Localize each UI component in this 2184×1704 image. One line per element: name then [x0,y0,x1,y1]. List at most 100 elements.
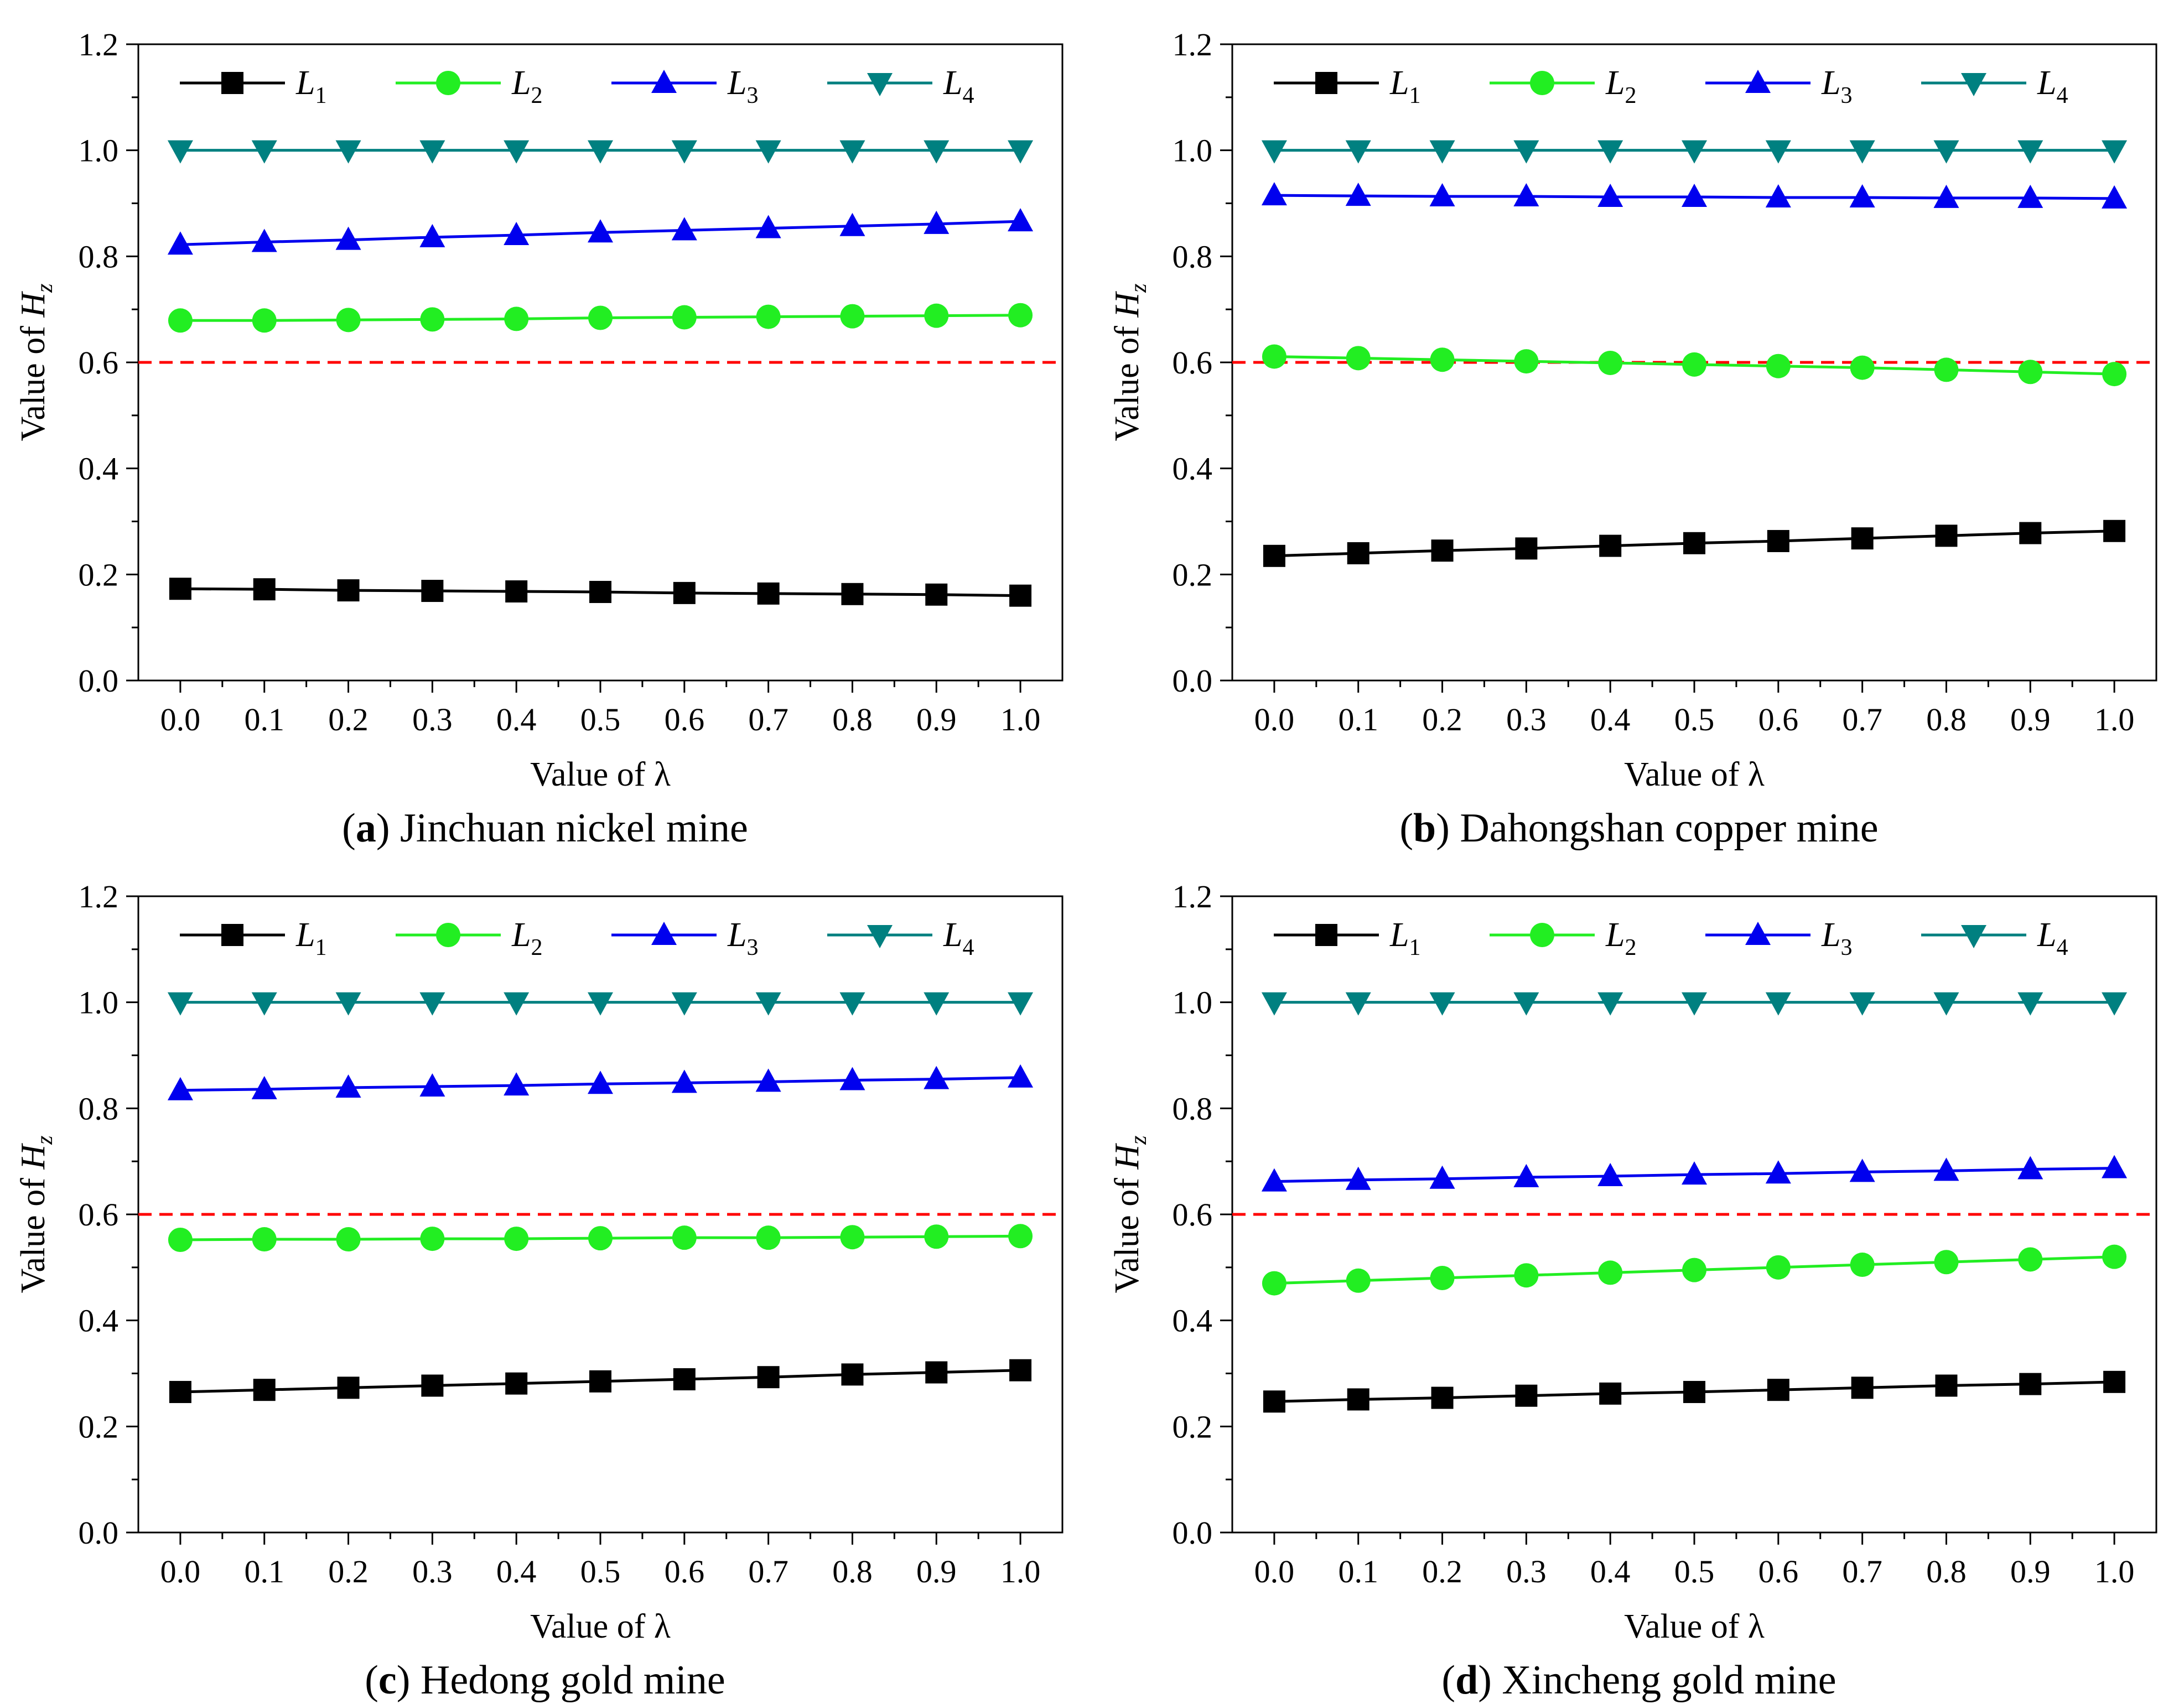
series-l4-point [924,992,950,1016]
triangle-down-icon [867,925,893,948]
series-l4-point [671,140,697,164]
series-l3-point [924,210,950,234]
y-tick-label: 1.0 [79,985,119,1021]
y-tick-label: 0.6 [79,345,119,381]
legend-label-l3: L3 [727,916,758,960]
legend-label-l2: L2 [1605,916,1636,960]
series-l1-point [1431,539,1454,562]
series-l2-point [756,304,781,329]
series-l3-point [167,1077,193,1100]
y-tick-label: 0.6 [1173,1197,1213,1233]
series-l3-point [1765,1160,1791,1184]
legend-label-l1: L1 [295,64,326,108]
caption-d: (d) Xincheng gold mine [1441,1658,1837,1703]
x-tick-label: 0.1 [1338,702,1378,737]
series-l1-point [505,580,528,602]
y-tick-label: 0.0 [1173,1515,1213,1551]
y-tick-label: 1.2 [1173,27,1213,63]
y-tick-label: 0.2 [1173,1409,1213,1445]
series-l4-point [1008,992,1034,1016]
triangle-down-icon [867,73,893,96]
x-tick-label: 0.6 [1758,702,1799,737]
x-tick-label: 0.3 [1506,702,1547,737]
series-l2-point [336,1227,361,1252]
series-l3-point [2017,1156,2043,1180]
x-tick-label: 0.9 [916,1554,957,1589]
series-l3-point [251,228,277,252]
y-axis-label: Value of Hz [1108,1136,1151,1293]
series-l4-point [167,140,193,164]
series-l3-point [1682,184,1707,207]
legend-label-l1: L1 [1389,64,1420,108]
series-l2-point [840,1225,865,1250]
x-tick-label: 0.2 [328,1554,369,1589]
series-l3-point [419,1073,445,1097]
series-l4-point [504,140,530,164]
series-l2-point [420,307,445,332]
legend: L1 L2 L3 L4 [180,916,974,960]
series-l1-point [1347,542,1369,564]
series-l2-point [924,1224,949,1249]
legend-label-l1: L1 [295,916,326,960]
series-l2-point [1008,1224,1033,1249]
x-axis-label: Value of λ [530,756,671,793]
x-tick-label: 1.0 [2094,1554,2135,1589]
panel-a: 0.0 0.2 0.4 0.6 0.8 1.0 1.2 0.0 0.1 0.2 0.3 0.4 0.5 0… [0,0,1090,851]
series-l3-point [2017,184,2043,208]
series-l1-point [253,578,276,601]
legend-label-l2: L2 [511,916,542,960]
x-tick-label: 0.9 [2010,702,2051,737]
caption-c-letter: c [378,1658,397,1703]
y-tick-label: 0.4 [79,451,119,487]
series-l4-point [251,992,277,1016]
series-l2-point [252,308,277,333]
y-tick-label: 0.4 [79,1303,119,1339]
series-l3-point [1429,183,1455,207]
series-l3-point [839,1067,865,1090]
series-l3-point [1261,1168,1287,1192]
series-l2-point [1346,346,1371,371]
legend-label-l1: L1 [1389,916,1420,960]
series-l1-point [757,582,780,605]
series-l2-point [1262,1271,1286,1296]
series-l4-point [755,992,781,1016]
series-l3-point [335,226,361,250]
y-tick-label: 1.0 [1173,133,1213,169]
triangle-up-icon [1745,922,1771,945]
series-l2-point [840,304,865,329]
series-l1-point [421,580,444,602]
series-l4-point [167,992,193,1016]
caption-b-text: Dahongshan copper mine [1460,806,1879,851]
series-l2-point [2102,362,2127,387]
y-tick-label: 0.8 [1173,238,1213,274]
series-l4-point [419,140,445,164]
y-tick-label: 0.2 [79,557,119,593]
legend: L1 L2 L3 L4 [180,64,974,108]
x-tick-label: 0.4 [1590,702,1631,737]
series-l3-point [1008,1064,1034,1088]
series-l4-point [2017,140,2043,164]
y-tick-label: 0.8 [79,1090,119,1126]
x-tick-label: 0.8 [1926,702,1967,737]
series-l2-point [336,308,361,333]
series-l4-point [588,992,613,1016]
series-l4-point [1765,992,1791,1016]
series-l3-point [335,1074,361,1098]
circle-icon [1530,71,1554,95]
series-l4-point [671,992,697,1016]
caption-b-letter: b [1413,806,1436,851]
x-tick-label: 1.0 [2094,702,2135,737]
x-tick-label: 0.8 [832,702,873,737]
x-tick-label: 0.4 [1590,1554,1631,1589]
series-l1-point [841,1363,864,1386]
series-l2-point [1008,303,1033,328]
series-l4-point [1849,140,1875,164]
y-tick-label: 0.0 [79,663,119,699]
series-l1-point [925,1361,948,1384]
series-l2-point [1682,352,1706,377]
series-l3-point [1429,1165,1455,1189]
series-l3-point [755,1068,781,1092]
series-l3-point [1345,1166,1371,1190]
series-l4-point [1345,992,1371,1016]
x-tick-label: 0.0 [1254,702,1295,737]
